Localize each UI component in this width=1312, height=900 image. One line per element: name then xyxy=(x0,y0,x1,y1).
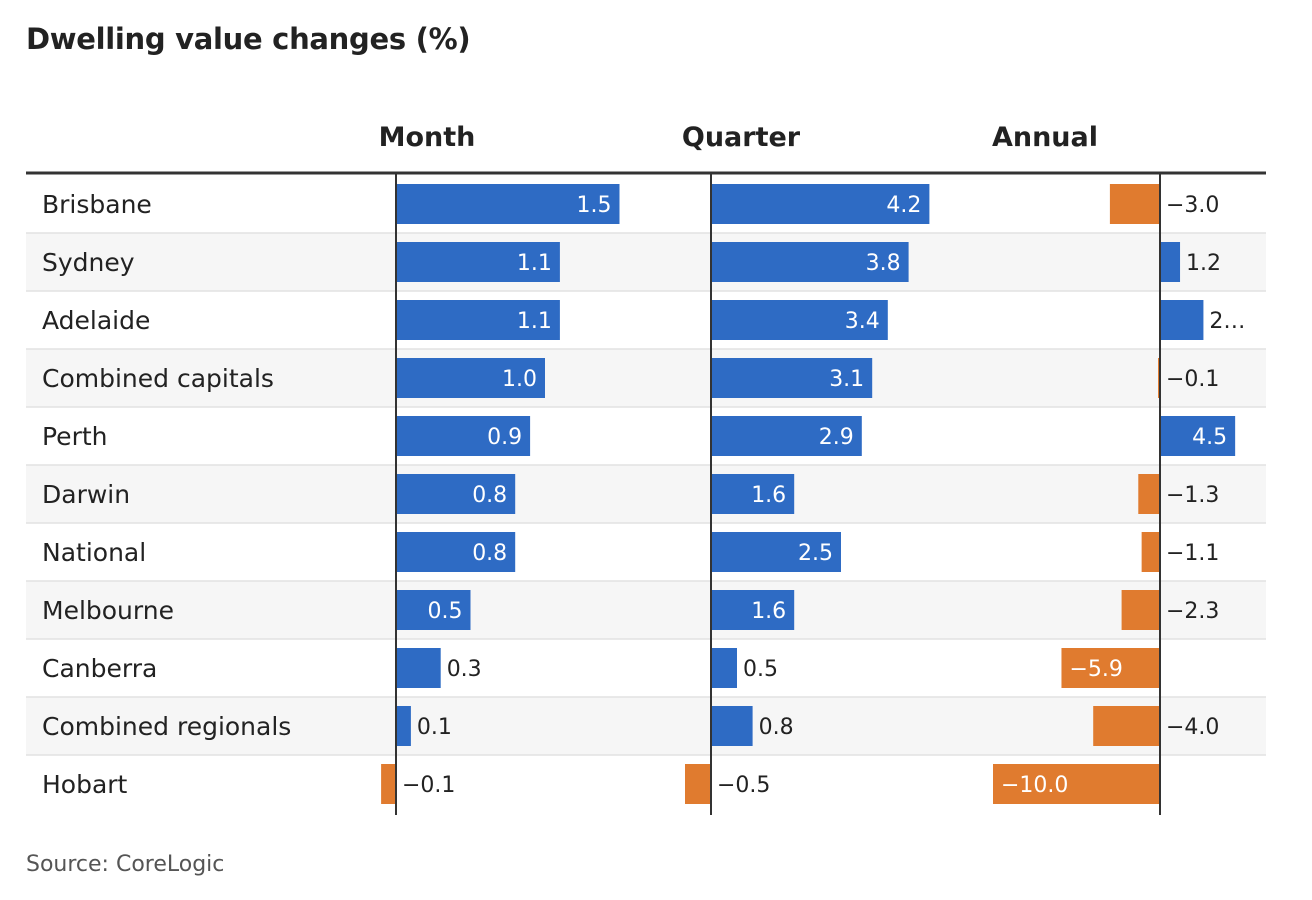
chart-title: Dwelling value changes (%) xyxy=(26,22,471,56)
value-label-month-hobart: −0.1 xyxy=(402,773,455,798)
bar-quarter-perth xyxy=(711,416,862,456)
bar-month-melbourne xyxy=(396,590,471,630)
value-label-quarter-melbourne: 1.6 xyxy=(751,599,786,624)
value-label-month-adelaide: 1.1 xyxy=(517,309,552,334)
bar-quarter-melbourne xyxy=(711,590,795,630)
bar-quarter-canberra xyxy=(711,648,737,688)
row-label-sydney: Sydney xyxy=(42,248,135,277)
value-label-annual-melbourne: −2.3 xyxy=(1166,599,1219,624)
value-label-quarter-brisbane: 4.2 xyxy=(886,193,921,218)
row-background xyxy=(26,349,1266,407)
bar-annual-hobart xyxy=(993,764,1160,804)
bar-annual-adelaide xyxy=(1160,300,1204,340)
bar-annual-darwin xyxy=(1138,474,1160,514)
value-label-annual-perth: 4.5 xyxy=(1192,425,1227,450)
value-label-quarter-canberra: 0.5 xyxy=(743,657,778,682)
bar-quarter-hobart xyxy=(685,764,711,804)
bar-month-hobart xyxy=(381,764,396,804)
value-label-quarter-darwin: 1.6 xyxy=(751,483,786,508)
row-background xyxy=(26,697,1266,755)
bar-quarter-national xyxy=(711,532,841,572)
row-background xyxy=(26,581,1266,639)
value-label-quarter-combined-regionals: 0.8 xyxy=(759,715,794,740)
bar-annual-melbourne xyxy=(1121,590,1160,630)
bar-month-adelaide xyxy=(396,300,560,340)
bar-quarter-sydney xyxy=(711,242,909,282)
value-label-month-combined-regionals: 0.1 xyxy=(417,715,452,740)
row-label-hobart: Hobart xyxy=(42,770,128,799)
row-label-national: National xyxy=(42,538,146,567)
row-background xyxy=(26,465,1266,523)
value-label-annual-national: −1.1 xyxy=(1166,541,1219,566)
bar-annual-sydney xyxy=(1160,242,1181,282)
bar-annual-canberra xyxy=(1061,648,1160,688)
bar-month-combined-regionals xyxy=(396,706,411,746)
value-label-annual-sydney: 1.2 xyxy=(1186,251,1221,276)
row-background xyxy=(26,233,1266,291)
bar-month-national xyxy=(396,532,516,572)
source-note: Source: CoreLogic xyxy=(26,852,225,877)
column-header-month: Month xyxy=(379,122,476,153)
value-label-quarter-sydney: 3.8 xyxy=(866,251,901,276)
value-label-annual-combined-regionals: −4.0 xyxy=(1166,715,1219,740)
value-label-annual-canberra: −5.9 xyxy=(1069,657,1122,682)
value-label-month-brisbane: 1.5 xyxy=(577,193,612,218)
bar-annual-combined-regionals xyxy=(1093,706,1160,746)
value-label-month-sydney: 1.1 xyxy=(517,251,552,276)
value-label-annual-adelaide: 2… xyxy=(1209,309,1245,334)
value-label-annual-combined-capitals: −0.1 xyxy=(1166,367,1219,392)
row-label-adelaide: Adelaide xyxy=(42,306,150,335)
bar-quarter-combined-regionals xyxy=(711,706,753,746)
value-label-quarter-adelaide: 3.4 xyxy=(845,309,880,334)
column-header-quarter: Quarter xyxy=(682,122,801,153)
value-label-month-darwin: 0.8 xyxy=(472,483,507,508)
row-label-combined-capitals: Combined capitals xyxy=(42,364,274,393)
value-label-quarter-perth: 2.9 xyxy=(819,425,854,450)
column-header-annual: Annual xyxy=(992,122,1098,153)
bar-month-sydney xyxy=(396,242,560,282)
value-label-month-melbourne: 0.5 xyxy=(428,599,463,624)
value-label-month-perth: 0.9 xyxy=(487,425,522,450)
row-label-perth: Perth xyxy=(42,422,108,451)
bar-month-canberra xyxy=(396,648,441,688)
bar-quarter-brisbane xyxy=(711,184,930,224)
row-label-melbourne: Melbourne xyxy=(42,596,174,625)
value-label-annual-brisbane: −3.0 xyxy=(1166,193,1219,218)
bar-month-combined-capitals xyxy=(396,358,545,398)
bar-month-brisbane xyxy=(396,184,620,224)
value-label-quarter-hobart: −0.5 xyxy=(717,773,770,798)
bar-annual-brisbane xyxy=(1109,184,1160,224)
bar-annual-national xyxy=(1141,532,1160,572)
value-label-quarter-combined-capitals: 3.1 xyxy=(829,367,864,392)
value-label-month-national: 0.8 xyxy=(472,541,507,566)
value-label-quarter-national: 2.5 xyxy=(798,541,833,566)
row-label-darwin: Darwin xyxy=(42,480,130,509)
bar-quarter-combined-capitals xyxy=(711,358,873,398)
value-label-annual-darwin: −1.3 xyxy=(1166,483,1219,508)
bar-annual-perth xyxy=(1160,416,1236,456)
bar-quarter-adelaide xyxy=(711,300,888,340)
row-label-brisbane: Brisbane xyxy=(42,190,152,219)
value-label-month-combined-capitals: 1.0 xyxy=(502,367,537,392)
value-label-month-canberra: 0.3 xyxy=(447,657,482,682)
bar-month-perth xyxy=(396,416,531,456)
row-label-combined-regionals: Combined regionals xyxy=(42,712,291,741)
bar-month-darwin xyxy=(396,474,516,514)
bar-quarter-darwin xyxy=(711,474,795,514)
value-label-annual-hobart: −10.0 xyxy=(1001,773,1068,798)
row-label-canberra: Canberra xyxy=(42,654,157,683)
